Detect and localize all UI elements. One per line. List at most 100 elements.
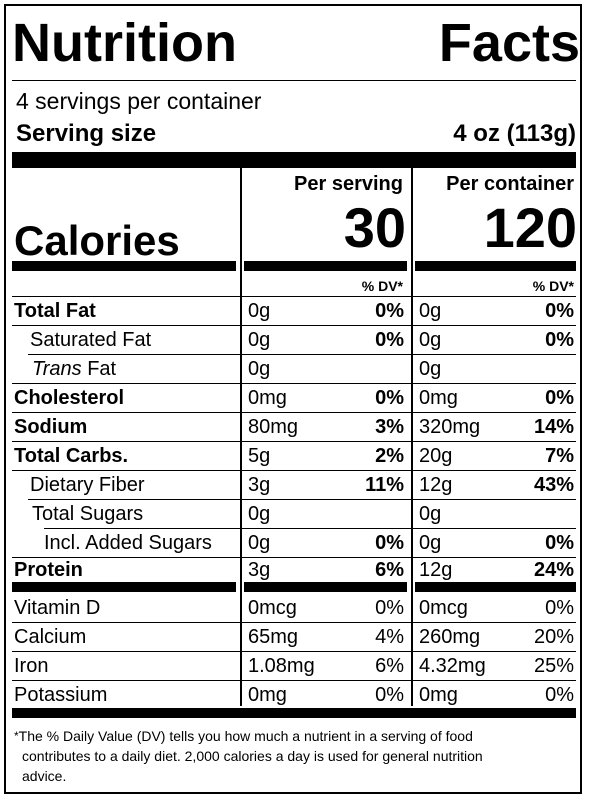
vitamin-thick-bar-3 — [415, 582, 576, 592]
amount-per-container: 320mg — [419, 416, 481, 438]
nutrient-row-total-carbs: Total Carbs. 5g 2% 20g 7% — [6, 442, 580, 470]
dv-header-container: % DV* — [532, 278, 574, 294]
servings-per-container: 4 servings per container — [16, 88, 262, 114]
amount-per-serving: 0g — [248, 532, 271, 554]
amount-per-serving: 65mg — [248, 626, 299, 648]
dv-per-serving: 0% — [375, 684, 404, 706]
amount-per-serving: 1.08mg — [248, 655, 315, 677]
vitamin-name: Iron — [14, 655, 49, 677]
nutrient-row-total-sugars: Total Sugars 0g 0g — [6, 500, 580, 528]
calories-per-serving: 30 — [343, 196, 406, 259]
amount-per-container: 0g — [419, 329, 442, 351]
footnote-line-1: *The % Daily Value (DV) tells you how mu… — [14, 726, 576, 746]
row-divider — [12, 441, 576, 442]
dv-per-serving: 4% — [375, 626, 404, 648]
row-divider — [12, 651, 576, 652]
amount-per-container: 0g — [419, 503, 442, 525]
amount-per-serving: 80mg — [248, 416, 299, 438]
label-title: Nutrition Facts — [12, 4, 580, 82]
dv-per-serving: 6% — [375, 655, 404, 677]
amount-per-serving: 3g — [248, 474, 271, 496]
row-divider — [28, 354, 576, 355]
serving-size-value: 4 oz (113g) — [453, 120, 576, 147]
dv-per-container: 7% — [545, 445, 574, 467]
amount-per-serving: 0mg — [248, 684, 287, 706]
dv-header-divider — [12, 296, 576, 297]
nutrient-name: Cholesterol — [14, 387, 125, 409]
row-divider — [44, 528, 576, 529]
dv-per-serving: 11% — [365, 474, 404, 496]
thick-divider-top — [12, 152, 576, 168]
nutrient-name: Total Carbs. — [14, 445, 129, 467]
amount-per-serving: 3g — [248, 559, 271, 581]
row-divider — [12, 383, 576, 384]
amount-per-container: 12g — [419, 474, 453, 496]
vitamin-thick-bar-2 — [244, 582, 407, 592]
nutrient-row-sodium: Sodium 80mg 3% 320mg 14% — [6, 413, 580, 441]
dv-per-container: 24% — [533, 559, 574, 581]
dv-header-serving: % DV* — [361, 278, 403, 294]
footnote-line-3: advice. — [22, 768, 67, 784]
nutrient-row-cholesterol: Cholesterol 0mg 0% 0mg 0% — [6, 384, 580, 412]
dv-per-serving: 2% — [375, 445, 404, 467]
nutrient-row-dietary-fiber: Dietary Fiber 3g 11% 12g 43% — [6, 471, 580, 499]
vitamin-row-vitamin-d: Vitamin D 0mcg 0% 0mcg 0% — [6, 594, 580, 622]
amount-per-serving: 0mg — [248, 387, 287, 409]
amount-per-container: 0g — [419, 532, 442, 554]
vitamin-row-calcium: Calcium 65mg 4% 260mg 20% — [6, 623, 580, 651]
row-divider — [12, 680, 576, 681]
amount-per-container: 20g — [419, 445, 453, 467]
serving-size-label: Serving size — [16, 120, 157, 147]
title-divider — [12, 80, 576, 81]
amount-per-container: 260mg — [419, 626, 481, 648]
nutrient-name: Incl. Added Sugars — [44, 532, 212, 554]
amount-per-container: 0g — [419, 358, 442, 380]
row-divider — [12, 470, 576, 471]
per-serving-header: Per serving — [294, 173, 403, 195]
calories-thick-bar-2 — [244, 261, 407, 271]
amount-per-serving: 0mcg — [248, 597, 297, 619]
column-divider-2 — [411, 168, 413, 706]
calories-thick-bar-1 — [12, 261, 236, 271]
row-divider — [28, 499, 576, 500]
thick-divider-bottom — [12, 708, 576, 718]
dv-per-container: 0% — [545, 329, 574, 351]
amount-per-container: 12g — [419, 559, 453, 581]
nutrient-row-added-sugars: Incl. Added Sugars 0g 0% 0g 0% — [6, 529, 580, 557]
nutrient-name: Saturated Fat — [30, 329, 152, 351]
row-divider — [12, 412, 576, 413]
calories-thick-bar-3 — [415, 261, 576, 271]
vitamin-name: Calcium — [14, 626, 87, 648]
dv-per-container: 0% — [545, 387, 574, 409]
title-word-facts: Facts — [438, 13, 580, 73]
dv-per-serving: 0% — [375, 329, 404, 351]
dv-per-container: 20% — [533, 626, 574, 648]
amount-per-serving: 0g — [248, 503, 271, 525]
dv-per-container: 0% — [545, 684, 574, 706]
dv-per-serving: 6% — [375, 559, 404, 581]
footnote-text-1: The % Daily Value (DV) tells you how muc… — [18, 728, 473, 744]
dv-per-container: 25% — [533, 655, 574, 677]
nutrient-name: Total Fat — [14, 300, 96, 322]
amount-per-container: 0mcg — [419, 597, 468, 619]
vitamin-name: Vitamin D — [14, 597, 101, 619]
trans-italic: Trans — [32, 358, 82, 380]
vitamin-thick-bar-1 — [12, 582, 236, 592]
amount-per-serving: 0g — [248, 300, 271, 322]
dv-per-serving: 0% — [375, 597, 404, 619]
nutrient-row-trans-fat: Trans Fat 0g 0g — [6, 355, 580, 383]
nutrient-name: Protein — [14, 559, 83, 581]
nutrient-name: Dietary Fiber — [30, 474, 145, 496]
row-divider — [12, 622, 576, 623]
dv-per-serving: 0% — [375, 532, 404, 554]
amount-per-serving: 0g — [248, 329, 271, 351]
nutrient-name: Total Sugars — [32, 503, 144, 525]
serving-size-row: Serving size 4 oz (113g) — [16, 119, 576, 149]
dv-per-container: 0% — [545, 532, 574, 554]
nutrient-name: Trans Fat — [32, 355, 116, 383]
nutrient-row-total-fat: Total Fat 0g 0% 0g 0% — [6, 297, 580, 325]
fat-word: Fat — [81, 358, 117, 380]
amount-per-serving: 5g — [248, 445, 271, 467]
dv-per-serving: 0% — [375, 300, 404, 322]
footnote-line-2: contributes to a daily diet. 2,000 calor… — [22, 748, 483, 764]
